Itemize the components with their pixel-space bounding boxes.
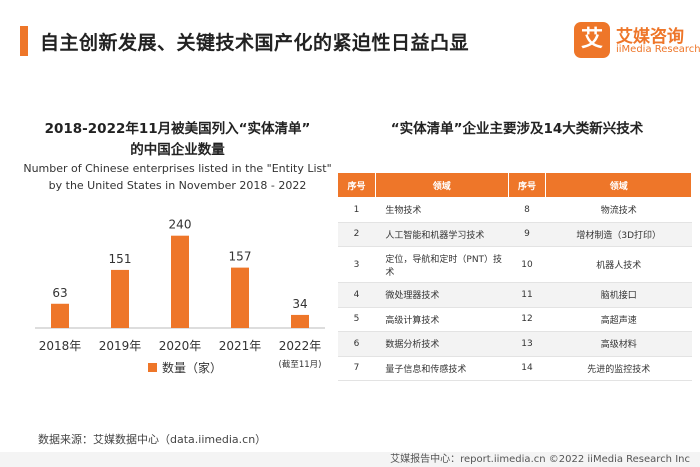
legend-swatch — [148, 363, 157, 372]
bar — [231, 267, 249, 328]
chart-title-line1: 2018-2022年11月被美国列入“实体清单” — [44, 121, 311, 137]
chart-title-line2: 的中国企业数量 — [130, 142, 225, 158]
row-index-left: 2 — [337, 222, 376, 247]
bar — [111, 269, 129, 328]
bar-chart: 63 2018年 151 2019年 240 2020年 157 2021年 34 2022年 (截… — [35, 218, 325, 375]
data-source: 数据来源：艾媒数据中心（data.iimedia.cn） — [38, 433, 267, 446]
data-label: 151 — [109, 252, 132, 266]
row-field-right: 机器人技术 — [545, 246, 692, 283]
data-label: 157 — [229, 250, 252, 264]
row-field-left: 数据分析技术 — [375, 331, 509, 357]
bar — [51, 303, 69, 328]
table-row: 6 数据分析技术 13 高级材料 — [337, 331, 692, 357]
row-index-left: 6 — [337, 331, 376, 357]
table-row: 4 微处理器技术 11 脑机接口 — [337, 282, 692, 308]
tech-table: 序号 领域 序号 领域 1 生物技术 8 物流技术 2 人工智能和机器学习技术 9 增材制造（… — [337, 172, 692, 381]
row-index-right: 8 — [508, 197, 546, 223]
header-index-1: 序号 — [337, 172, 376, 198]
header-index-2: 序号 — [507, 172, 547, 198]
table-row: 7 量子信息和传感技术 14 先进的监控技术 — [337, 356, 692, 381]
data-label: 240 — [169, 218, 192, 232]
x-tick-label: 2020年 — [159, 339, 202, 353]
x-tick-label: 2018年 — [39, 339, 82, 353]
row-index-left: 7 — [337, 356, 376, 381]
row-field-left: 定位，导航和定时（PNT）技术 — [375, 246, 509, 283]
footer-text: 艾媒报告中心：report.iimedia.cn ©2022 iiMedia R… — [390, 454, 690, 465]
x-tick-label: 2019年 — [99, 339, 142, 353]
row-index-left: 4 — [337, 282, 376, 308]
row-field-right: 物流技术 — [545, 197, 692, 223]
table-row: 2 人工智能和机器学习技术 9 增材制造（3D打印） — [337, 222, 692, 247]
x-tick-label: 2022年 — [279, 339, 322, 353]
row-field-left: 微处理器技术 — [375, 282, 509, 308]
table-row: 1 生物技术 8 物流技术 — [337, 197, 692, 223]
row-field-left: 量子信息和传感技术 — [375, 356, 509, 381]
logo-english: iiMedia Research — [616, 44, 700, 55]
title-accent-bar — [20, 26, 28, 56]
data-label: 63 — [52, 286, 67, 300]
header-field-1: 领域 — [374, 172, 509, 198]
page-title: 自主创新发展、关键技术国产化的紧迫性日益凸显 — [40, 32, 470, 54]
row-index-left: 5 — [337, 307, 376, 332]
row-field-right: 先进的监控技术 — [545, 356, 692, 381]
row-index-right: 9 — [508, 222, 546, 247]
row-field-left: 人工智能和机器学习技术 — [375, 222, 509, 247]
row-field-right: 脑机接口 — [545, 282, 692, 308]
legend-label: 数量（家） — [162, 360, 222, 375]
x-tick-note: (截至11月) — [279, 359, 322, 370]
row-index-right: 10 — [508, 246, 546, 283]
row-field-right: 高级材料 — [545, 331, 692, 357]
table-title: “实体清单”企业主要涉及14大类新兴技术 — [390, 121, 644, 137]
iimedia-logo: 艾 艾媒咨询 iiMedia Research — [574, 22, 700, 58]
table-header-row: 序号 领域 序号 领域 — [337, 172, 692, 198]
chart-subtitle-line2: by the United States in November 2018 - … — [48, 179, 307, 192]
data-label: 34 — [292, 297, 307, 311]
logo-chinese: 艾媒咨询 — [616, 27, 684, 47]
table-row: 5 高级计算技术 12 高超声速 — [337, 307, 692, 332]
row-index-left: 1 — [337, 197, 376, 223]
row-field-right: 高超声速 — [545, 307, 692, 332]
row-index-right: 11 — [508, 282, 546, 308]
footer-band — [0, 452, 700, 467]
row-field-right: 增材制造（3D打印） — [545, 222, 692, 247]
x-tick-label: 2021年 — [219, 339, 262, 353]
chart-subtitle-line1: Number of Chinese enterprises listed in … — [23, 162, 332, 175]
bar — [171, 235, 189, 328]
row-index-right: 14 — [508, 356, 546, 381]
logo-mark: 艾 — [574, 22, 610, 58]
row-index-right: 12 — [508, 307, 546, 332]
header-field-2: 领域 — [545, 172, 692, 198]
row-field-left: 高级计算技术 — [375, 307, 509, 332]
row-field-left: 生物技术 — [375, 197, 509, 223]
bar — [291, 314, 309, 328]
table-row: 3 定位，导航和定时（PNT）技术 10 机器人技术 — [337, 246, 692, 283]
row-index-right: 13 — [508, 331, 546, 357]
row-index-left: 3 — [337, 246, 376, 283]
